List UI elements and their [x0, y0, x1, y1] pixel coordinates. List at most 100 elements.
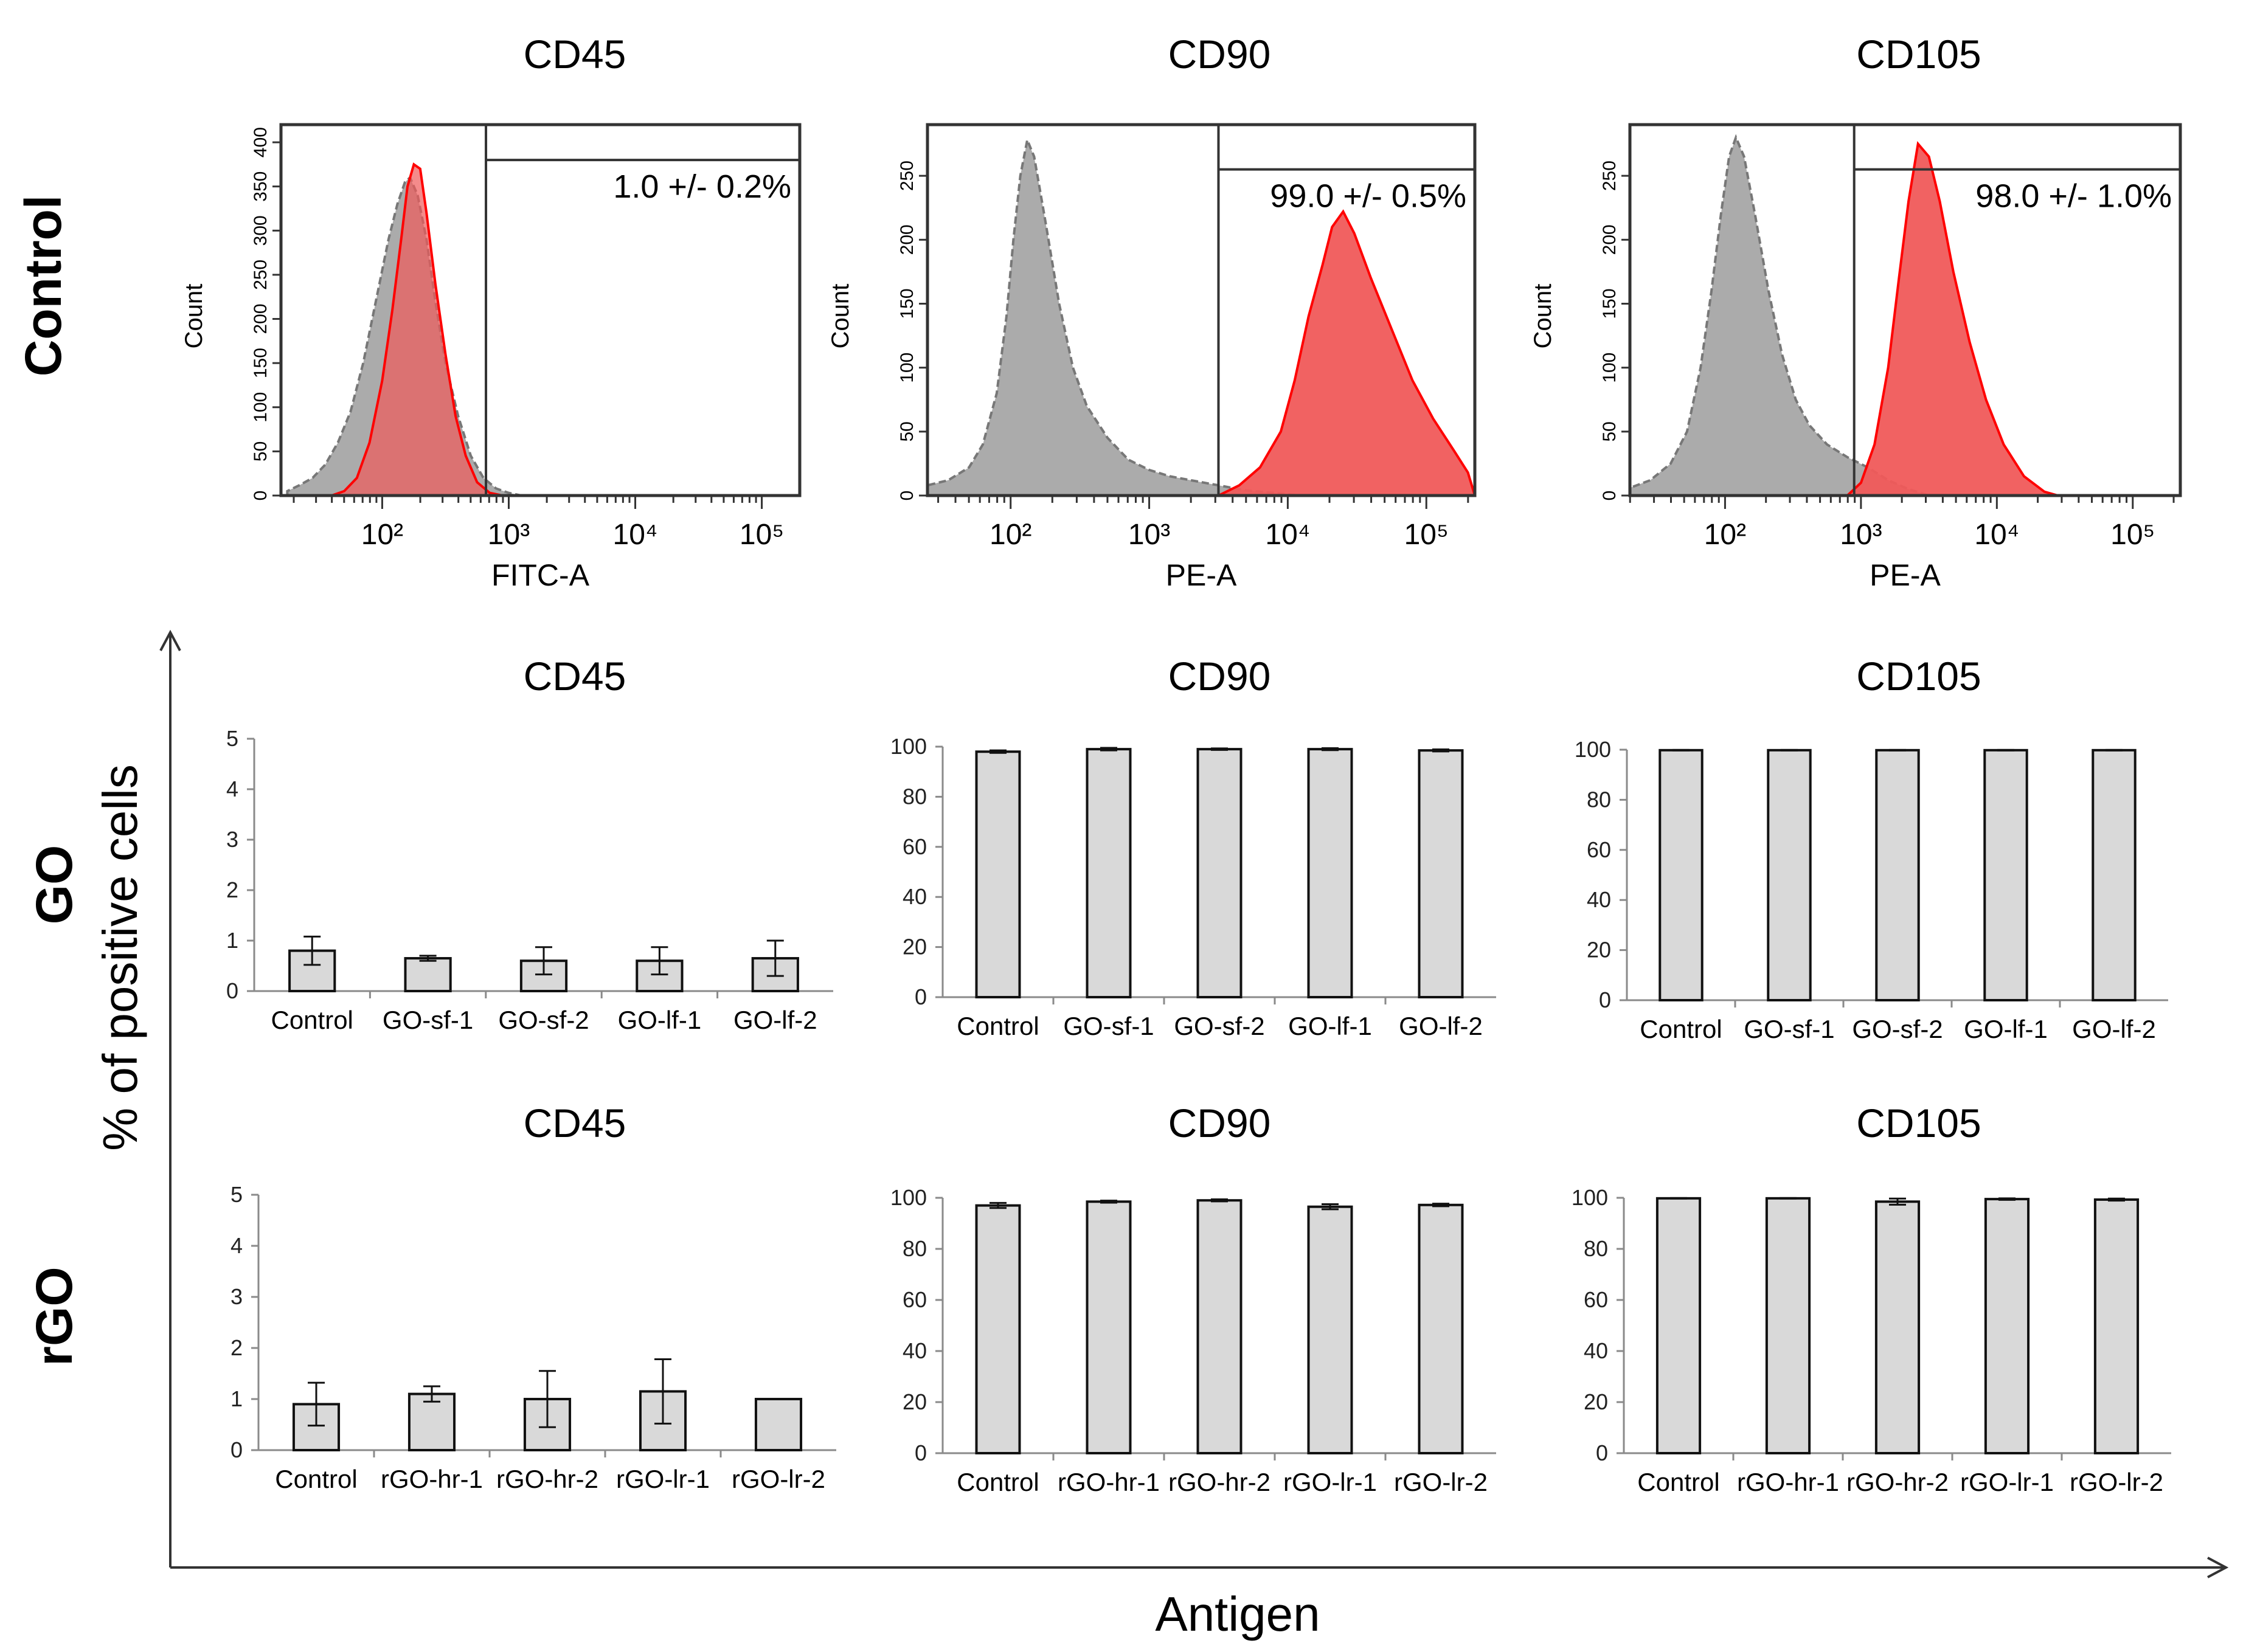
y-axis-label: Count	[827, 284, 854, 349]
bar	[1307, 1205, 1353, 1454]
y-axis-label: Count	[181, 284, 207, 349]
y-tick-label: 40	[903, 1338, 927, 1363]
y-tick-label: 100	[1572, 1185, 1608, 1210]
category-label: GO-lf-1	[1288, 1012, 1372, 1040]
big-axes	[159, 629, 2229, 1578]
x-tick-label: 10⁴	[1265, 519, 1310, 551]
y-tick-label: 100	[251, 392, 271, 423]
y-tick-label: 0	[915, 1440, 927, 1465]
y-tick-label: 2	[226, 877, 238, 902]
histogram-cd45: CD45 1.0 +/- 0.2% 0 50 100 150 200 250 300 350 400…	[181, 32, 802, 592]
y-tick-label: 20	[903, 1389, 927, 1414]
histogram-frame	[279, 123, 802, 497]
y-tick-label: 150	[1600, 288, 1620, 319]
bar	[404, 957, 452, 993]
y-tick-label: 0	[251, 491, 271, 501]
bar-chart-go-cd45: CD45 0 1 2 3 4 5 Control GO-sf-1 GO-sf-2 GO-lf-1 GO…	[226, 654, 833, 1034]
bar-chart-title: CD45	[524, 654, 626, 699]
y-tick-label: 100	[890, 1185, 927, 1210]
y-tick-label: 60	[1584, 1287, 1608, 1312]
y-tick-label: 200	[1600, 224, 1620, 255]
x-tick-label: 10⁵	[1404, 519, 1449, 551]
y-tick-label: 0	[226, 978, 238, 1003]
bar	[1307, 748, 1353, 998]
category-label: rGO-lr-2	[1394, 1468, 1488, 1496]
category-label: rGO-lr-2	[732, 1465, 825, 1493]
bar	[1418, 749, 1464, 999]
bar-chart-title: CD105	[1856, 1101, 1981, 1146]
y-tick-label: 60	[1587, 837, 1611, 862]
category-label: rGO-hr-1	[1737, 1468, 1839, 1496]
y-tick-label: 5	[230, 1182, 243, 1207]
category-label: Control	[275, 1465, 357, 1493]
category-label: rGO-hr-1	[381, 1465, 483, 1493]
category-label: GO-sf-1	[1063, 1012, 1154, 1040]
x-tick-label: 10³	[1840, 519, 1882, 551]
y-tick-label: 200	[897, 224, 917, 255]
y-tick-label: 20	[1587, 938, 1611, 963]
category-label: rGO-hr-2	[496, 1465, 598, 1493]
y-tick-label: 200	[251, 303, 271, 334]
category-label: GO-sf-2	[1174, 1012, 1264, 1040]
histogram-frame	[926, 123, 1477, 497]
row-label-rgo: rGO	[26, 1267, 83, 1366]
y-tick-label: 250	[897, 161, 917, 191]
histogram-cd90: CD90 99.0 +/- 0.5% 0 50 100 150 200 250 Count 10²…	[827, 32, 1477, 592]
x-tick-label: 10²	[1704, 519, 1746, 551]
y-tick-label: 100	[1575, 737, 1611, 762]
y-tick-label: 0	[915, 984, 927, 1009]
bar	[1418, 1203, 1464, 1454]
bar-chart-title: CD90	[1168, 1101, 1271, 1146]
category-label: GO-sf-1	[383, 1006, 473, 1034]
y-tick-label: 50	[251, 441, 271, 461]
bar	[1874, 1200, 1921, 1455]
x-tick-label: 10³	[1128, 519, 1170, 551]
x-tick-label: 10³	[488, 519, 530, 551]
x-axis-label: Antigen	[1155, 1587, 1320, 1641]
y-tick-label: 4	[230, 1233, 243, 1258]
bar-chart-title: CD45	[524, 1101, 626, 1146]
y-tick-label: 50	[897, 421, 917, 441]
bar-chart-rgo-cd105: CD105 0 20 40 60 80 100 Control rGO-hr-1 rGO-hr-2…	[1572, 1101, 2171, 1496]
y-tick-label: 150	[897, 288, 917, 319]
x-axis-label: FITC-A	[491, 558, 590, 592]
histogram-series-stained	[331, 162, 503, 497]
bar	[754, 1398, 803, 1451]
category-label: Control	[271, 1006, 353, 1034]
y-tick-label: 60	[903, 834, 927, 859]
y-tick-label: 250	[1600, 161, 1620, 191]
y-tick-label: 300	[251, 215, 271, 246]
x-tick-label: 10⁴	[613, 519, 658, 551]
category-label: GO-lf-2	[733, 1006, 817, 1034]
y-tick-label: 100	[897, 353, 917, 383]
bar	[1875, 748, 1920, 1001]
y-axis-label: Count	[1530, 284, 1556, 349]
category-label: GO-lf-2	[2072, 1015, 2156, 1043]
bar-chart-go-cd105: CD105 0 20 40 60 80 100 Control GO-sf-1 GO-sf-2 GO…	[1575, 654, 2168, 1043]
histogram-cd105: CD105 98.0 +/- 1.0% 0 50 100 150 200 250 Count 10…	[1530, 32, 2182, 592]
bar-chart-rgo-cd45: CD45 0 1 2 3 4 5 Control rGO-hr-1 rGO-hr-2 rGO-lr-…	[230, 1101, 836, 1493]
bar	[1767, 748, 1812, 1001]
y-tick-label: 80	[1584, 1236, 1608, 1261]
histogram-title: CD90	[1168, 32, 1271, 77]
category-label: Control	[957, 1012, 1039, 1040]
y-tick-label: 400	[251, 127, 271, 157]
category-label: rGO-lr-1	[1960, 1468, 2054, 1496]
y-tick-label: 0	[1596, 1440, 1608, 1465]
bar	[975, 1204, 1021, 1454]
y-tick-label: 100	[890, 734, 927, 759]
category-label: rGO-hr-2	[1846, 1468, 1949, 1496]
gate-percent-label: 98.0 +/- 1.0%	[1975, 178, 2172, 215]
x-tick-label: 10²	[361, 519, 403, 551]
y-tick-label: 350	[251, 171, 271, 202]
x-tick-label: 10⁴	[1974, 519, 2019, 551]
y-tick-label: 2	[230, 1335, 243, 1360]
bar-chart-rgo-cd90: CD90 0 20 40 60 80 100 Control rGO-hr-1 rGO-hr-2 r…	[890, 1101, 1496, 1496]
y-tick-label: 0	[230, 1437, 243, 1462]
y-tick-label: 80	[1587, 787, 1611, 812]
bar	[975, 750, 1021, 998]
bar-chart-title: CD105	[1856, 654, 1981, 699]
histogram-title: CD45	[524, 32, 626, 77]
y-tick-label: 3	[226, 827, 238, 852]
